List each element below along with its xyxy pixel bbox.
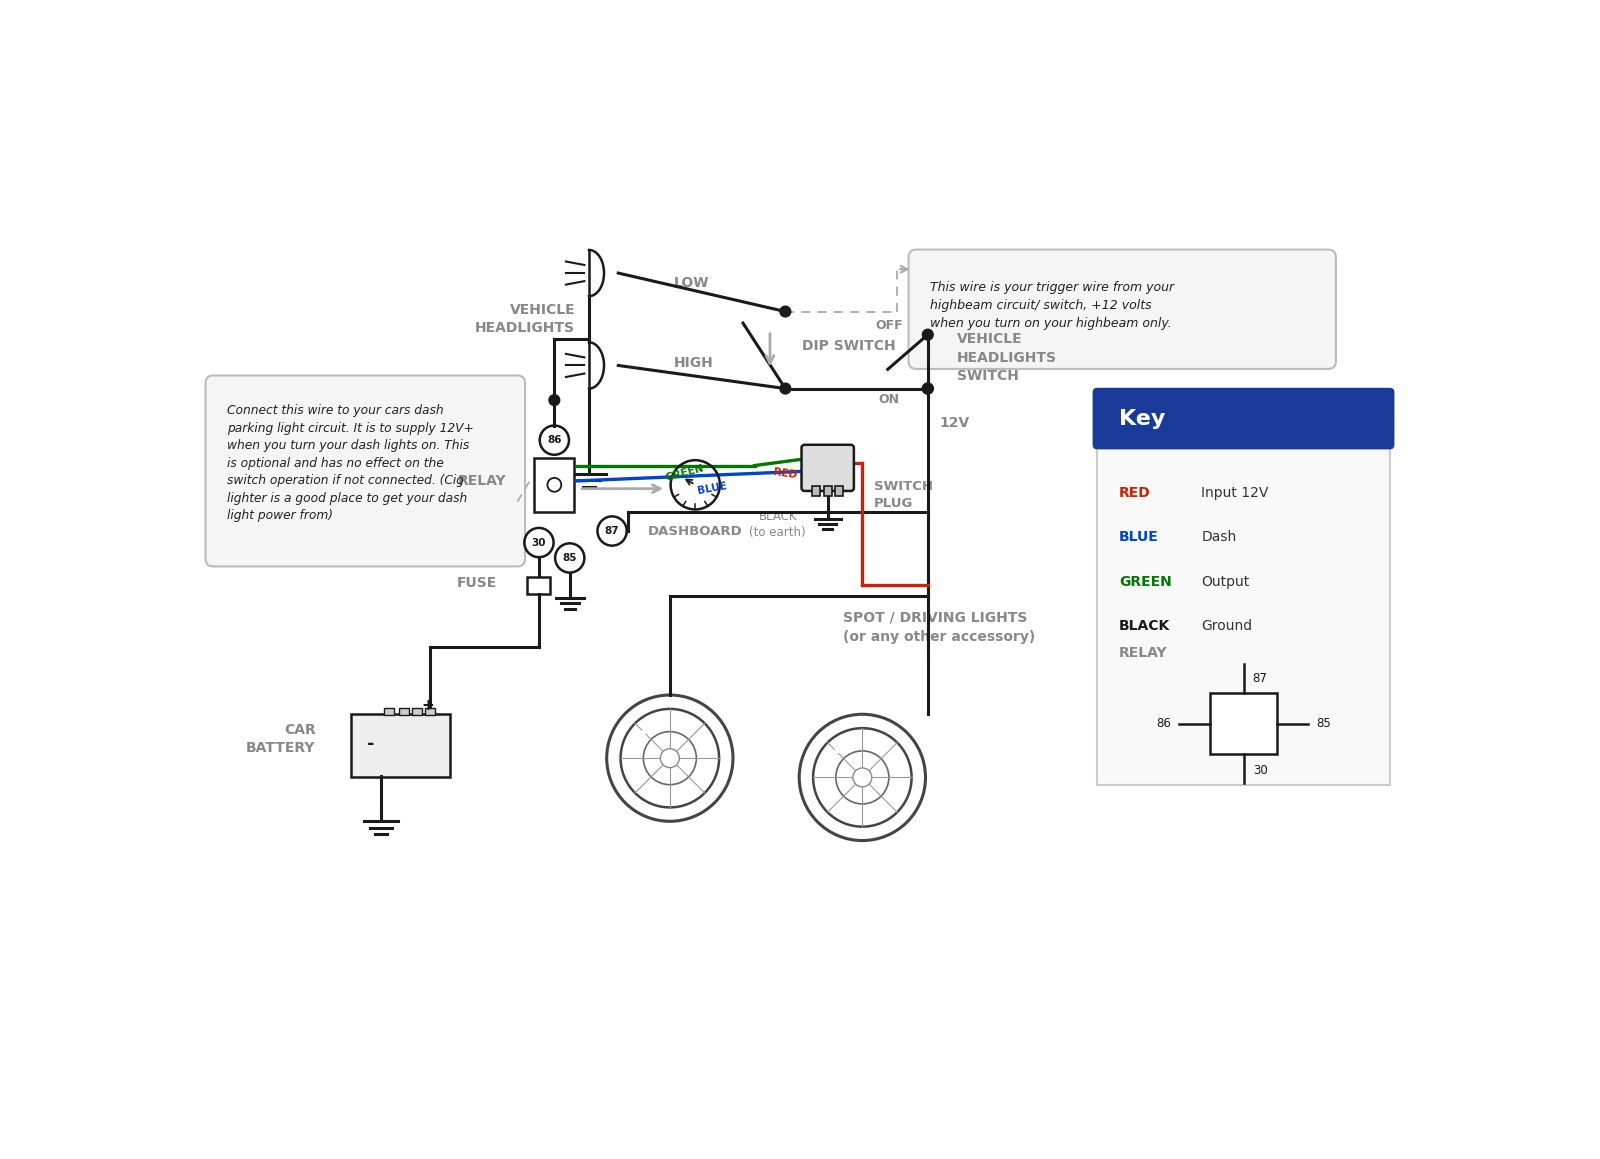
Text: RELAY: RELAY <box>1118 646 1168 659</box>
Text: 86: 86 <box>1157 717 1171 730</box>
Circle shape <box>923 384 933 394</box>
Text: BLUE: BLUE <box>696 481 728 496</box>
Text: VEHICLE
HEADLIGHTS
SWITCH: VEHICLE HEADLIGHTS SWITCH <box>957 333 1058 384</box>
FancyBboxPatch shape <box>205 376 525 567</box>
FancyBboxPatch shape <box>802 445 854 491</box>
Text: DIP SWITCH: DIP SWITCH <box>802 340 896 353</box>
FancyBboxPatch shape <box>1093 388 1395 450</box>
Text: Output: Output <box>1202 575 1250 589</box>
Text: GREEN: GREEN <box>666 464 706 483</box>
Text: BLACK: BLACK <box>1118 620 1170 634</box>
Text: LOW: LOW <box>674 276 709 290</box>
Text: ON: ON <box>878 393 899 406</box>
Text: SPOT / DRIVING LIGHTS
(or any other accessory): SPOT / DRIVING LIGHTS (or any other acce… <box>843 611 1035 644</box>
Text: Ground: Ground <box>1202 620 1253 634</box>
Text: VEHICLE
HEADLIGHTS: VEHICLE HEADLIGHTS <box>475 302 574 335</box>
Circle shape <box>779 384 790 394</box>
Bar <box>424 708 435 715</box>
Circle shape <box>923 384 933 394</box>
Bar <box>413 708 422 715</box>
Text: This wire is your trigger wire from your
highbeam circuit/ switch, +12 volts
whe: This wire is your trigger wire from your… <box>930 280 1174 330</box>
Text: +: + <box>421 699 434 713</box>
Text: HIGH: HIGH <box>674 356 714 370</box>
Bar <box>528 577 550 595</box>
Text: 87: 87 <box>605 526 619 535</box>
Circle shape <box>779 306 790 316</box>
FancyBboxPatch shape <box>1098 445 1390 785</box>
Text: 86: 86 <box>547 435 562 445</box>
Text: RELAY: RELAY <box>458 474 507 488</box>
FancyBboxPatch shape <box>534 458 574 512</box>
Text: Connect this wire to your cars dash
parking light circuit. It is to supply 12V+
: Connect this wire to your cars dash park… <box>227 404 474 523</box>
Text: -: - <box>368 735 374 752</box>
Text: 30: 30 <box>1253 764 1267 777</box>
Text: OFF: OFF <box>875 319 902 331</box>
Text: RED: RED <box>1118 486 1150 500</box>
Text: DASHBOARD: DASHBOARD <box>648 525 742 538</box>
Text: 30: 30 <box>531 538 546 547</box>
Bar <box>824 486 832 496</box>
Text: Input 12V: Input 12V <box>1202 486 1269 500</box>
Circle shape <box>549 395 560 406</box>
Text: 87: 87 <box>1253 671 1267 685</box>
Circle shape <box>923 329 933 340</box>
Text: 85: 85 <box>1315 717 1331 730</box>
FancyBboxPatch shape <box>350 714 450 777</box>
Text: BLACK
(to earth): BLACK (to earth) <box>749 510 806 539</box>
Text: RED: RED <box>773 467 798 480</box>
Bar <box>384 708 394 715</box>
Bar <box>1210 693 1277 753</box>
Text: SWITCH
PLUG: SWITCH PLUG <box>874 480 933 510</box>
Text: Key: Key <box>1118 409 1165 429</box>
Bar <box>398 708 410 715</box>
Text: GREEN: GREEN <box>1118 575 1171 589</box>
Text: BLUE: BLUE <box>1118 530 1158 545</box>
FancyBboxPatch shape <box>909 249 1336 369</box>
Text: FUSE: FUSE <box>456 576 496 590</box>
Text: CAR
BATTERY: CAR BATTERY <box>246 723 315 756</box>
Bar <box>835 486 843 496</box>
Bar <box>813 486 819 496</box>
Text: 85: 85 <box>563 553 578 563</box>
Text: Dash: Dash <box>1202 530 1237 545</box>
Text: 12V: 12V <box>939 416 970 430</box>
